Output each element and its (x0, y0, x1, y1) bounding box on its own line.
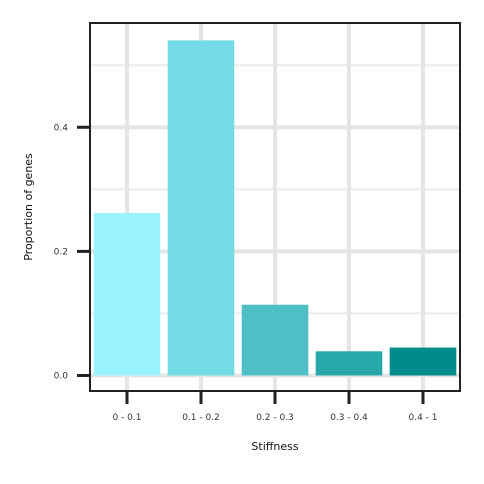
bar (389, 347, 457, 376)
x-tick-label: 0 - 0.1 (112, 413, 141, 423)
bar (315, 351, 383, 376)
bars (93, 40, 457, 376)
y-tick-label: 0.0 (54, 371, 69, 381)
bar (241, 304, 309, 376)
y-axis-title: Proportion of genes (22, 153, 35, 261)
x-tick-label: 0.1 - 0.2 (182, 413, 220, 423)
y-tick-label: 0.4 (54, 123, 69, 133)
axes: 0.0 0.2 0.4 0 - 0.1 0.1 - 0.2 0.2 - 0.3 0.3 - … (54, 123, 438, 423)
bar (93, 212, 161, 376)
x-tick-label: 0.3 - 0.4 (330, 413, 368, 423)
x-tick-label: 0.4 - 1 (408, 413, 437, 423)
y-tick-label: 0.2 (54, 247, 68, 257)
x-tick-label: 0.2 - 0.3 (256, 413, 294, 423)
bar (167, 40, 235, 376)
x-axis-title: Stiffness (251, 440, 298, 453)
